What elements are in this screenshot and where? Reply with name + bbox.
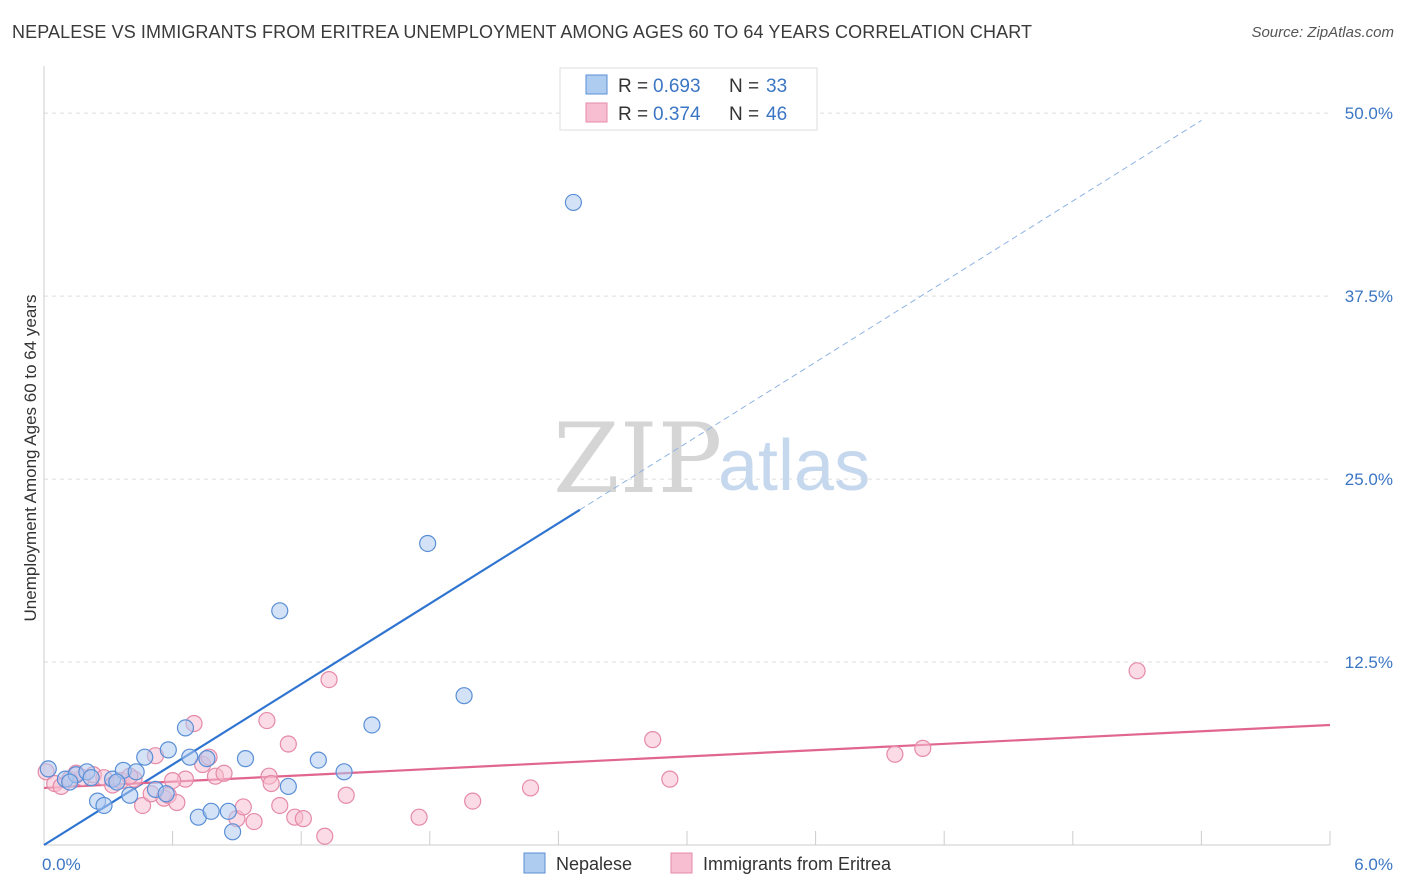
- source-label: Source: ZipAtlas.com: [1251, 24, 1394, 41]
- point-nepalese-18: [202, 802, 220, 820]
- point-eritrea-41: [914, 739, 932, 757]
- y-tick-label-2: 37.5%: [1345, 287, 1393, 306]
- watermark: ZIP atlas: [553, 403, 870, 515]
- watermark-zip: ZIP: [553, 403, 722, 515]
- x-tick-label-1: 6.0%: [1354, 855, 1393, 874]
- point-nepalese-26: [363, 716, 381, 734]
- point-eritrea-23: [234, 798, 252, 816]
- point-nepalese-22: [271, 602, 289, 620]
- y-tick-label-1: 25.0%: [1345, 470, 1393, 489]
- legend-n-label-eritrea: N =: [729, 104, 759, 125]
- point-nepalese-27: [419, 534, 437, 553]
- point-nepalese-12: [157, 785, 175, 803]
- legend-swatch-eritrea: [585, 102, 608, 123]
- trend-line-eritrea: [43, 723, 1331, 790]
- legend-r-label-eritrea: R =: [618, 104, 648, 125]
- data-points: [37, 193, 1146, 845]
- point-nepalese-0: [39, 760, 57, 778]
- x-tick-labels: 0.0% 6.0%: [42, 855, 1393, 874]
- point-nepalese-21: [236, 750, 255, 768]
- point-nepalese-25: [335, 763, 353, 781]
- point-nepalese-19: [219, 802, 237, 820]
- point-eritrea-27: [262, 774, 280, 793]
- bottom-legend-swatch-nepalese: [523, 852, 546, 874]
- point-eritrea-40: [886, 745, 904, 763]
- legend-r-nepalese: 0.693: [653, 76, 701, 97]
- point-eritrea-21: [215, 764, 233, 782]
- point-eritrea-37: [521, 779, 540, 797]
- chart-title: NEPALESE VS IMMIGRANTS FROM ERITREA UNEM…: [12, 22, 1033, 42]
- point-nepalese-15: [181, 748, 199, 766]
- point-eritrea-31: [294, 810, 312, 828]
- grid-lines: [44, 112, 1330, 663]
- point-nepalese-9: [127, 763, 145, 781]
- stats-legend: R = 0.693 N = 33 R = 0.374 N = 46: [559, 67, 818, 131]
- point-nepalese-5: [95, 796, 113, 815]
- bottom-legend-swatch-eritrea: [670, 852, 693, 874]
- point-nepalese-20: [224, 823, 242, 841]
- point-eritrea-24: [245, 812, 263, 831]
- point-nepalese-31: [82, 769, 100, 787]
- point-nepalese-30: [61, 773, 79, 791]
- point-eritrea-38: [644, 731, 662, 749]
- y-tick-label-3: 50.0%: [1345, 104, 1393, 123]
- point-nepalese-17: [198, 750, 216, 768]
- point-eritrea-34: [316, 827, 334, 845]
- point-eritrea-29: [279, 735, 297, 753]
- point-eritrea-28: [271, 796, 289, 815]
- series-legend: Nepalese Immigrants from Eritrea: [523, 852, 892, 874]
- point-nepalese-32: [108, 773, 126, 791]
- legend-n-nepalese: 33: [766, 76, 787, 97]
- point-eritrea-35: [410, 808, 428, 826]
- legend-n-eritrea: 46: [766, 104, 787, 125]
- point-eritrea-36: [464, 792, 482, 810]
- y-axis-label: Unemployment Among Ages 60 to 64 years: [21, 295, 40, 622]
- point-nepalese-23: [279, 777, 297, 796]
- legend-n-label-nepalese: N =: [729, 76, 759, 97]
- watermark-atlas: atlas: [718, 426, 870, 506]
- point-nepalese-29: [564, 193, 583, 212]
- point-nepalese-24: [309, 751, 327, 769]
- point-nepalese-10: [136, 748, 154, 766]
- trend-line-nepalese-extrapolated: [579, 120, 1202, 511]
- point-eritrea-33: [337, 786, 355, 804]
- point-eritrea-42: [1128, 662, 1146, 680]
- point-nepalese-28: [455, 687, 473, 705]
- bottom-legend-nepalese: Nepalese: [556, 854, 632, 874]
- y-tick-label-0: 12.5%: [1345, 653, 1393, 672]
- legend-r-eritrea: 0.374: [653, 104, 701, 125]
- point-nepalese-14: [176, 719, 195, 737]
- x-tick-label-0: 0.0%: [42, 855, 81, 874]
- point-nepalese-8: [121, 786, 139, 804]
- legend-swatch-nepalese: [585, 74, 608, 95]
- point-nepalese-13: [159, 741, 177, 759]
- point-eritrea-25: [258, 711, 276, 730]
- point-eritrea-39: [661, 770, 679, 788]
- axes: [43, 66, 1331, 846]
- y-tick-labels: 12.5% 25.0% 37.5% 50.0%: [1345, 104, 1393, 672]
- point-eritrea-10: [133, 796, 152, 815]
- legend-r-label-nepalese: R =: [618, 76, 648, 97]
- point-eritrea-32: [320, 670, 338, 689]
- bottom-legend-eritrea: Immigrants from Eritrea: [703, 854, 892, 874]
